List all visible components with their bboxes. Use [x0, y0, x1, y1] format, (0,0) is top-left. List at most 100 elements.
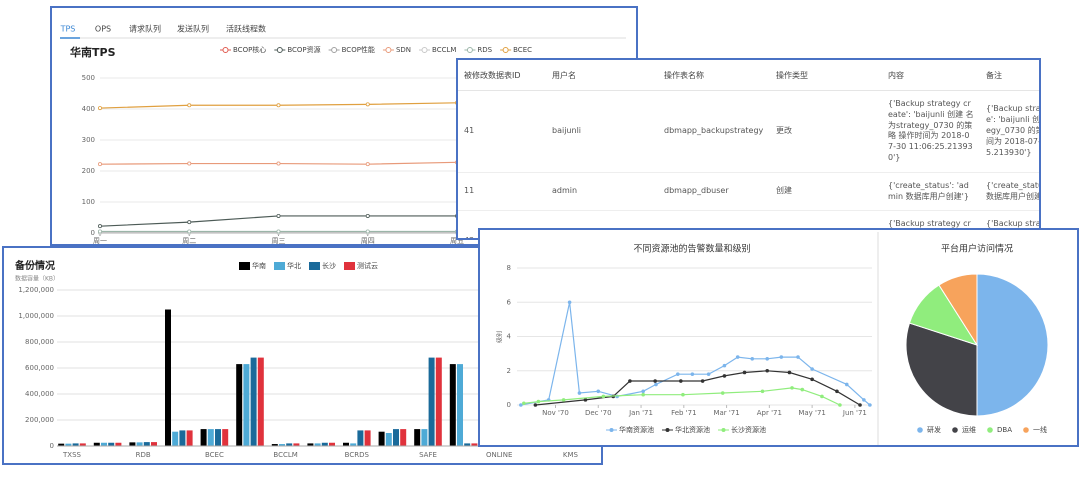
pie-slice [976, 273, 1049, 417]
x-tick-label: BCCLM [273, 451, 297, 459]
point [519, 403, 523, 407]
bar [364, 430, 371, 446]
x-tick-label: 周二 [182, 237, 196, 245]
y-tick-label: 400 [82, 105, 95, 113]
point [690, 372, 695, 376]
series-line [535, 370, 861, 406]
x-tick-label: Jun '71 [842, 409, 867, 417]
point [722, 363, 727, 368]
point [706, 372, 711, 376]
point [765, 368, 770, 373]
point [596, 389, 601, 394]
point [787, 370, 792, 375]
tab[interactable]: OPS [95, 25, 111, 34]
tps-chart: 华南TPS TPS OPS 请求队列 发送队列 活跃线程数 0 100 200 300 400 50… [60, 24, 636, 245]
bar [286, 443, 293, 446]
table-cell: {'Backup strategy create': 'baijunli 创建 … [882, 90, 980, 173]
point [583, 398, 588, 402]
legend-label: 华南 [252, 261, 266, 270]
table-cell: 更改 [770, 90, 882, 173]
point [641, 392, 645, 397]
bar [108, 442, 115, 446]
point [779, 355, 784, 359]
bar [471, 443, 478, 446]
bar [307, 443, 314, 446]
bar [65, 443, 72, 446]
point [365, 162, 370, 167]
bar [357, 430, 364, 446]
y-tick-label: 6 [507, 298, 512, 306]
legend-marker [987, 427, 993, 433]
legend-marker [239, 262, 250, 270]
point [628, 379, 632, 383]
y-tick-label: 200 [82, 167, 95, 175]
point [533, 403, 538, 407]
bar [464, 443, 471, 446]
legend-label: 长沙 [322, 261, 336, 270]
legend-marker [331, 47, 338, 53]
point [796, 355, 800, 359]
legend-label: BCOP资源 [287, 45, 320, 54]
legend-marker [466, 47, 473, 53]
legend-label: 长沙资源池 [731, 425, 766, 434]
bar [186, 430, 193, 446]
series-line [523, 387, 841, 406]
bar [101, 442, 107, 446]
point [567, 300, 572, 305]
table-cell: dbmapp_dbuser [658, 172, 770, 212]
tab[interactable]: 发送队列 [177, 24, 209, 34]
y-tick-label: 200,000 [25, 416, 54, 424]
chart-title: 备份情况 [14, 259, 55, 272]
legend-label: BCOP性能 [342, 45, 375, 54]
point [561, 398, 566, 402]
tab[interactable]: 活跃线程数 [226, 24, 266, 34]
legend-label: 华北资源池 [675, 425, 710, 434]
point [276, 103, 281, 108]
point [760, 389, 765, 394]
legend-marker [344, 262, 355, 270]
point [820, 394, 824, 399]
x-tick-label: May '71 [798, 409, 826, 417]
legend-marker [1023, 427, 1029, 433]
point [577, 391, 582, 395]
bar [279, 444, 285, 446]
point [98, 224, 103, 229]
x-tick-label: RDB [136, 451, 151, 459]
point [735, 355, 740, 359]
table-cell: dbmapp_backupstrategy [658, 90, 770, 173]
point [653, 379, 657, 383]
tab[interactable]: 请求队列 [129, 24, 161, 34]
bar [293, 443, 300, 446]
legend-marker [952, 427, 958, 433]
legend-label: BCEC [513, 46, 532, 54]
tab[interactable]: TPS [60, 25, 76, 34]
x-tick-label: BCRDS [345, 451, 370, 459]
legend-label: 一线 [1033, 425, 1047, 434]
y-tick-label: 4 [507, 333, 512, 341]
legend-marker [609, 428, 614, 432]
x-tick-label: 周一 [93, 237, 107, 245]
bar [243, 364, 250, 446]
x-tick-label: Mar '71 [713, 409, 739, 417]
bar [115, 442, 122, 446]
log-table: 被修改数据表ID 用户名 操作表名称 操作类型 内容 备注 41 baijunli dbmapp… [458, 60, 1039, 238]
legend-label: RDS [477, 46, 492, 54]
y-tick-label: 600,000 [25, 364, 54, 372]
point [641, 389, 645, 394]
y-tick-label: 8 [507, 264, 511, 272]
column-header: 操作类型 [770, 60, 882, 91]
x-tick-label: KMS [563, 451, 579, 459]
point [365, 213, 370, 218]
column-header: 操作表名称 [658, 60, 770, 91]
column-header: 备注 [980, 60, 1039, 91]
legend-label: 运维 [962, 425, 976, 434]
bar [421, 429, 428, 446]
pie-slice [938, 273, 978, 347]
legend-label: 研发 [927, 425, 941, 434]
y-axis-label: 级别 [496, 331, 504, 343]
series-line [520, 302, 871, 406]
chart-subtitle: 数据容量（KB） [15, 275, 59, 283]
point [750, 356, 755, 361]
x-tick-label: Nov '70 [542, 409, 569, 417]
